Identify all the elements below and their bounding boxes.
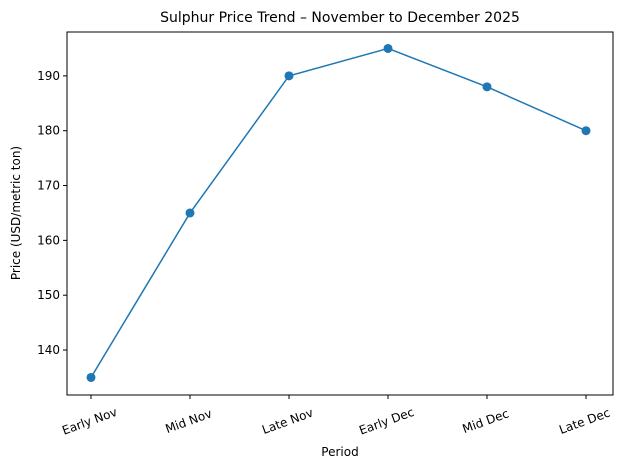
x-tick-label: Late Dec [557,406,612,437]
data-point-marker [86,372,96,382]
y-tick-label: 180 [37,124,60,138]
y-tick-label: 160 [37,233,60,247]
x-tick-label: Mid Nov [163,406,213,436]
x-axis-label: Period [321,445,358,459]
data-point-marker [482,82,492,92]
data-point-marker [284,71,294,81]
y-tick-label: 190 [37,69,60,83]
price-line [90,47,587,378]
x-tick-label: Early Nov [60,405,119,438]
series-line [86,43,591,382]
data-point-marker [581,126,591,136]
y-tick-label: 170 [37,179,60,193]
x-axis: Early Nov Mid Nov Late Nov Early Dec Mid Dec… [60,395,612,438]
y-tick-label: 140 [37,343,60,357]
plot-area [66,31,614,396]
y-tick-label: 150 [37,288,60,302]
data-point-marker [383,43,393,53]
data-point-marker [185,208,195,218]
y-axis-label: Price (USD/metric ton) [9,146,23,280]
y-axis: 140 150 160 170 180 190 [37,69,67,357]
x-tick-label: Mid Dec [461,406,511,436]
x-tick-label: Late Nov [260,406,315,437]
x-tick-label: Early Dec [357,405,416,438]
chart-title: Sulphur Price Trend – November to Decemb… [160,10,520,26]
